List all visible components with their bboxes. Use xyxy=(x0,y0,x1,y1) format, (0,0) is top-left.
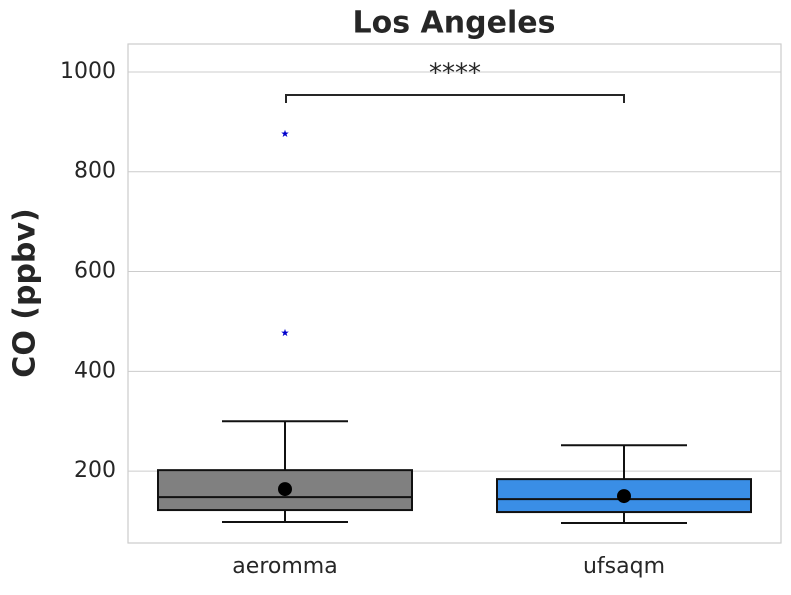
outlier xyxy=(281,328,289,337)
x-tick-label: aeromma xyxy=(232,554,337,579)
y-axis-label: CO (ppbv) xyxy=(8,208,43,377)
y-tick-label: 600 xyxy=(74,259,116,284)
chart-title: Los Angeles xyxy=(353,6,556,41)
plot-frame xyxy=(127,43,782,544)
x-tick-label: ufsaqm xyxy=(583,554,665,579)
grid xyxy=(128,71,781,472)
significance-bracket xyxy=(285,94,625,103)
y-tick-label: 200 xyxy=(74,458,116,483)
box xyxy=(157,469,413,512)
outlier xyxy=(281,129,289,138)
mean-marker xyxy=(617,489,631,504)
y-tick-label: 1000 xyxy=(60,59,116,84)
y-tick-label: 400 xyxy=(74,358,116,383)
mean-marker xyxy=(278,482,292,497)
y-tick-label: 800 xyxy=(74,159,116,184)
significance-label: **** xyxy=(429,59,481,89)
